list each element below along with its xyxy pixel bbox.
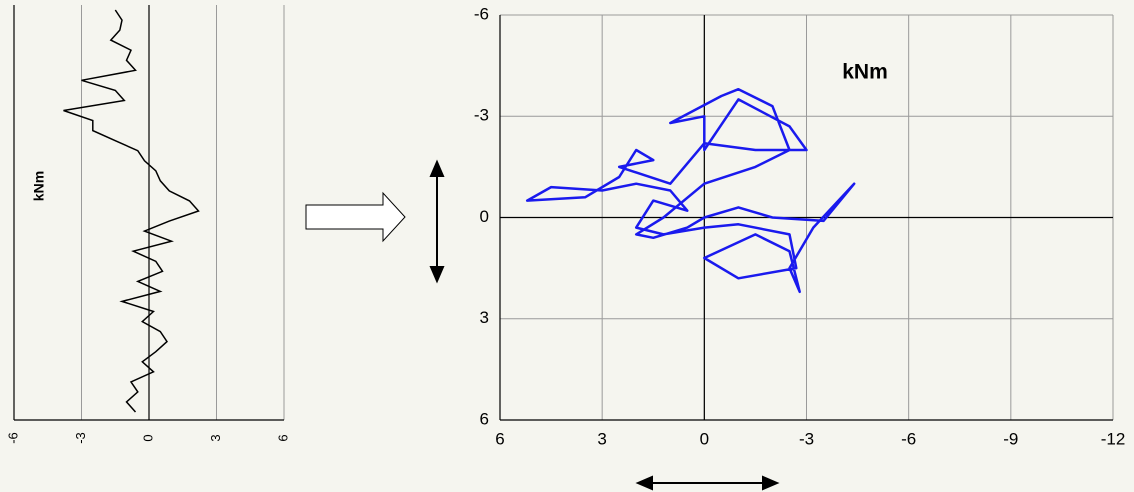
y-tick-label: -3 — [474, 106, 489, 125]
trajectory-line — [525, 87, 856, 294]
x-tick-label: -6 — [5, 432, 20, 444]
x-tick-label: 6 — [275, 434, 290, 441]
x-tick-label: 3 — [208, 434, 223, 441]
x-tick-label: -9 — [1003, 429, 1018, 448]
transform-arrow — [305, 191, 406, 243]
y-tick-label: 3 — [480, 308, 489, 327]
chart-title: kNm — [842, 61, 888, 84]
x-tick-label: 6 — [495, 429, 504, 448]
x-tick-label: -6 — [901, 429, 916, 448]
y-axis-label: kNm — [31, 171, 47, 201]
x-tick-label: 0 — [140, 434, 155, 441]
x-tick-label: -3 — [799, 429, 814, 448]
y-tick-label: -6 — [474, 4, 489, 23]
horizontal-double-arrow — [635, 475, 780, 491]
y-tick-label: 0 — [480, 207, 489, 226]
y-tick-label: 6 — [480, 409, 489, 428]
x-tick-label: 3 — [597, 429, 606, 448]
x-tick-label: 0 — [700, 429, 709, 448]
x-tick-label: -3 — [73, 432, 88, 444]
trace-line — [63, 9, 200, 413]
x-tick-label: -12 — [1101, 429, 1126, 448]
vertical-double-arrow — [429, 159, 445, 284]
